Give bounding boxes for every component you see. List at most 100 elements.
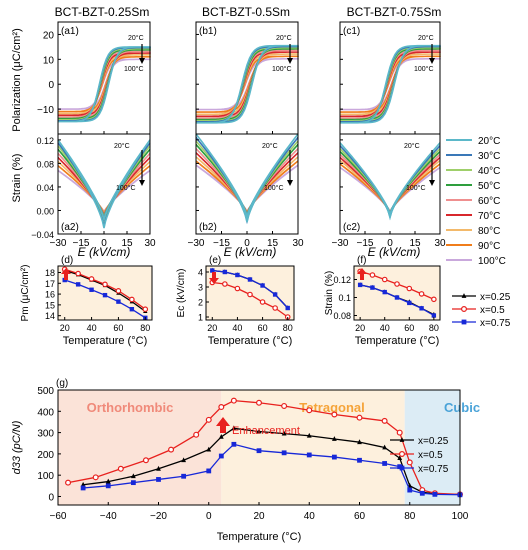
mid-ytick-label: 0.08: [333, 311, 351, 321]
legend-label: 70°C: [478, 211, 500, 222]
strain-ytick-label: −0.04: [31, 230, 54, 240]
mid-point-x=0.5: [142, 306, 149, 313]
panel-tag: (c2): [343, 222, 360, 233]
mid-point-x=0.5: [115, 288, 122, 294]
mid-point-x=0.5: [75, 270, 81, 277]
title-c: BCT-BZT-0.75Sm: [347, 5, 442, 19]
d33-point-x=0.75: [231, 441, 237, 447]
d33-xlabel: Temperature (°C): [217, 531, 301, 543]
strain-panel-0: (a2) 20°C 100°C 0.12 0.08 0.04 0.00 −0.04−30 −15…: [31, 133, 156, 249]
d33-point-x=0.5: [256, 399, 263, 406]
mid-xlabel: Temperature (°C): [208, 335, 292, 347]
strain-xtick-label: 15: [267, 238, 279, 249]
mid-point-x=0.5: [102, 281, 108, 288]
temp-arrow-head: [287, 180, 293, 186]
pol-loop-60°C: [195, 49, 299, 119]
d33-point-x=0.75: [357, 457, 362, 463]
strain-xtick-label: 0: [101, 238, 107, 249]
mid-point-x=0.75: [260, 283, 265, 288]
pol-loop-80°C: [339, 53, 441, 116]
temp-start-label: 20°C: [276, 34, 292, 42]
temp-arrow-head: [429, 58, 435, 64]
mid-point-x=0.75: [210, 268, 215, 273]
mid-ytick-label: 3: [198, 283, 203, 293]
panel-tag: (c1): [343, 26, 360, 37]
panel-tag: (g): [56, 378, 68, 389]
legend-label: 20°C: [478, 136, 500, 147]
pol-panel-1: (b1) 20°C 100°C: [195, 21, 299, 135]
mid-ytick-label: 18: [45, 268, 55, 278]
temp-end-label: 100°C: [116, 184, 136, 192]
d33-point-x=0.5: [168, 446, 175, 453]
strain-loop-40°C: [339, 148, 441, 220]
legend-label: 100°C: [478, 256, 506, 267]
mid-point-x=0.75: [394, 295, 400, 300]
d33-point-x=0.5: [142, 457, 149, 464]
enhancement-label: Enhancement: [232, 425, 300, 437]
legend-label: x=0.25: [480, 292, 511, 303]
d33-xtick-label: −40: [100, 511, 117, 522]
d33-point-x=0.5: [331, 411, 338, 418]
mid-xtick-label: 80: [140, 323, 150, 333]
strain-xtick-label: −15: [73, 238, 90, 249]
d33-point-x=0.25: [218, 433, 224, 439]
title-b: BCT-BZT-0.5Sm: [202, 5, 290, 19]
xlabel-e-b: E (kV/cm): [224, 245, 277, 259]
mid-ytick-label: 1: [198, 313, 203, 323]
d33-xtick-label: 40: [304, 511, 316, 522]
mid-frame: [205, 265, 295, 321]
strain-panel-1: (b2) 20°C 100°C −30 −15 0 15 30: [188, 133, 304, 249]
pol-loop-20°C: [57, 46, 151, 123]
d33-point-x=0.5: [65, 479, 72, 486]
legend-label: x=0.5: [480, 305, 505, 316]
strain-loop-40°C: [195, 140, 299, 223]
d33-xtick-label: 80: [404, 511, 416, 522]
strain-xtick-label: −30: [332, 238, 349, 249]
phase-band-Cubic: [404, 390, 460, 505]
strain-xtick-label: 30: [434, 238, 446, 249]
temp-arrow-head: [429, 180, 435, 186]
pol-panel-0: (a1) 20°C 100°C 20 10 0 −10: [37, 21, 151, 135]
strain-xtick-label: 0: [387, 238, 393, 249]
d33-point-x=0.75: [156, 477, 161, 482]
mid-ytick-label: 0.1: [338, 293, 351, 303]
mid-point-x=0.5: [406, 285, 413, 292]
d33-panel: Orthorhombic Tetragonal Cubic(g)Enhancemen…: [11, 378, 480, 543]
panel-tag: (a1): [61, 26, 79, 37]
phase-band-Tetragonal: [221, 390, 405, 505]
mid-point-x=0.5: [418, 291, 425, 297]
d33-point-x=0.5: [306, 407, 313, 414]
d33-legend-marker-x=0.75: [399, 465, 405, 471]
mid-point-x=0.75: [129, 307, 135, 312]
d33-xtick-label: −20: [150, 511, 167, 522]
mid-point-x=0.75: [89, 287, 94, 292]
panel-tag: (a2): [61, 222, 79, 233]
mid-point-x=0.75: [431, 313, 437, 318]
ylabel-polarization: Polarization (μC/cm²): [11, 28, 23, 132]
mid-xtick-label: 80: [429, 323, 439, 333]
strain-loop-30°C: [339, 145, 441, 220]
mid-point-x=0.5: [272, 305, 278, 311]
d33-ytick-label: 500: [37, 386, 54, 397]
strain-ytick-label: 0.08: [36, 159, 54, 169]
strain-xtick-label: 15: [121, 238, 133, 249]
strain-xtick-label: −15: [213, 238, 230, 249]
d33-line-x=0.5: [67, 399, 461, 496]
mid-xtick-label: 40: [380, 323, 390, 333]
pol-loop-70°C: [195, 51, 299, 118]
d33-point-x=0.25: [206, 446, 212, 452]
d33-point-x=0.75: [407, 487, 413, 493]
mid-xtick-label: 40: [232, 323, 242, 333]
pol-loop-70°C: [57, 52, 151, 117]
d33-point-x=0.75: [331, 454, 337, 460]
legend-label: 30°C: [478, 151, 500, 162]
mid-point-x=0.75: [272, 292, 278, 297]
panel-tag: (b1): [199, 26, 217, 37]
mid-point-x=0.5: [431, 296, 437, 303]
polarization-panels: (a1) 20°C 100°C 20 10 0 −10 (b1) 20°C 100°C (c1) 20…: [37, 21, 441, 135]
d33-legend-marker-x=0.5: [399, 451, 406, 458]
d33-legend-marker-x=0.25: [399, 437, 405, 442]
d33-ytick-label: 200: [37, 450, 54, 461]
mid-xlabel: Temperature (°C): [63, 335, 147, 347]
pol-loop-50°C: [57, 49, 151, 120]
